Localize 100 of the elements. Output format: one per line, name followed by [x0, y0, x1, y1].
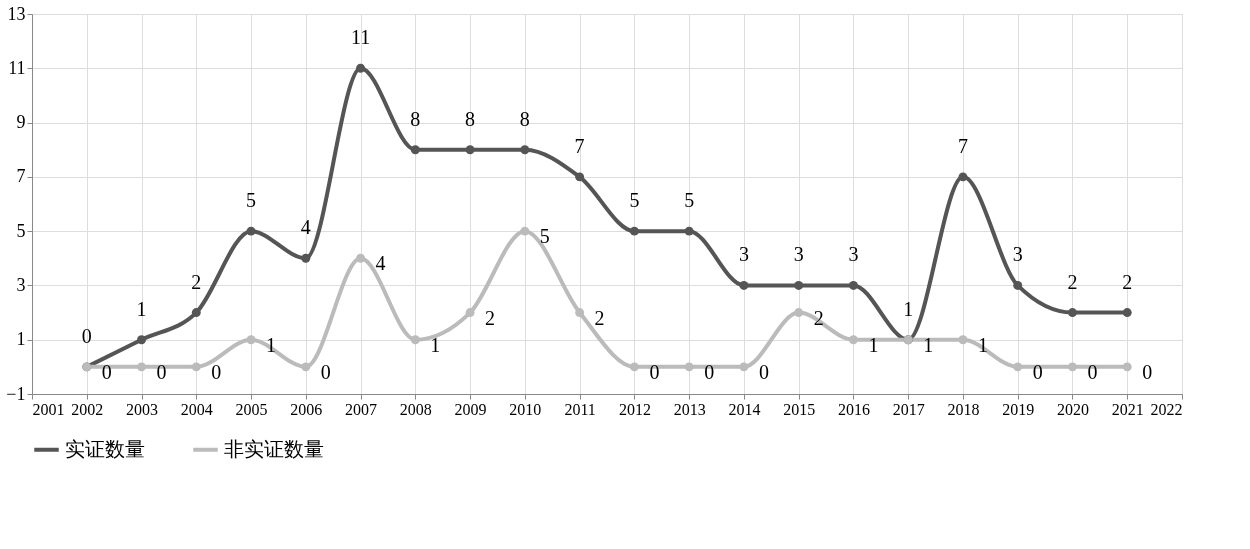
x-tick-label: 2006 [290, 400, 323, 418]
y-tick-label: 9 [16, 112, 26, 133]
y-tick-label: 11 [8, 57, 26, 78]
point [848, 335, 858, 345]
x-tick-label: 2001 [32, 400, 65, 418]
data-label: 3 [738, 243, 749, 266]
data-label: 2 [191, 270, 202, 293]
point [356, 253, 366, 263]
data-label: 1 [923, 333, 934, 356]
point [848, 280, 858, 290]
point [684, 362, 694, 372]
x-tick-label: 2014 [728, 400, 761, 418]
point [191, 308, 201, 318]
x-tick-label: 2011 [564, 400, 596, 418]
point [1122, 362, 1132, 372]
x-tick-label: 2007 [345, 400, 378, 418]
point [465, 308, 475, 318]
point [958, 172, 968, 182]
data-label: 1 [266, 333, 277, 356]
point [575, 308, 585, 318]
data-label: 7 [957, 134, 968, 157]
data-label: 2 [485, 306, 496, 329]
point [246, 226, 256, 236]
point [520, 145, 530, 155]
data-label: 8 [465, 107, 476, 130]
data-label: 0 [211, 360, 222, 383]
y-tick-label: 13 [7, 3, 26, 24]
x-tick-label: 2018 [947, 400, 980, 418]
data-label: 0 [758, 360, 769, 383]
point [739, 362, 749, 372]
data-label: 1 [136, 297, 147, 320]
point [410, 335, 420, 345]
data-label: 1 [430, 333, 441, 356]
x-tick-label: 2021 [1111, 400, 1144, 418]
data-label: 0 [101, 360, 112, 383]
data-label: 0 [1142, 360, 1153, 383]
x-tick-label: 2016 [837, 400, 870, 418]
data-label: 4 [375, 252, 386, 275]
data-label: 1 [977, 333, 988, 356]
point [794, 308, 804, 318]
point [1013, 362, 1023, 372]
point [739, 280, 749, 290]
y-tick-label: 5 [16, 220, 26, 241]
point [410, 145, 420, 155]
x-tick-label: 2010 [509, 400, 542, 418]
y-tick-label: 1 [16, 329, 26, 350]
point [958, 335, 968, 345]
point [1122, 308, 1132, 318]
data-label: 0 [1087, 360, 1098, 383]
data-label: 1 [903, 297, 914, 320]
data-label: 2 [813, 306, 824, 329]
data-label: 5 [684, 189, 695, 212]
data-label: 2 [1122, 270, 1133, 293]
data-label: 2 [594, 306, 605, 329]
x-tick-label: 2015 [783, 400, 816, 418]
x-tick-label: 2012 [618, 400, 651, 418]
point [465, 145, 475, 155]
data-label: 0 [649, 360, 660, 383]
point [356, 63, 366, 73]
point [1068, 308, 1077, 318]
x-tick-label: 2005 [235, 400, 268, 418]
data-label: 8 [519, 107, 530, 130]
point [246, 335, 256, 345]
data-label: 7 [574, 134, 585, 157]
x-tick-label: 2009 [454, 400, 487, 418]
point [575, 172, 585, 182]
data-label: 8 [410, 107, 421, 130]
point [1013, 280, 1023, 290]
legend-label: 实证数量 [65, 437, 145, 460]
data-label: 0 [81, 324, 92, 347]
data-label: 0 [704, 360, 715, 383]
data-label: 2 [1067, 270, 1078, 293]
data-label: 0 [156, 360, 167, 383]
point [1068, 362, 1077, 372]
x-tick-label: 2019 [1002, 400, 1035, 418]
x-tick-label: 2013 [673, 400, 706, 418]
data-label: 1 [868, 333, 879, 356]
point [684, 226, 694, 236]
data-label: 3 [848, 243, 859, 266]
x-tick-label: 2022 [1150, 400, 1183, 418]
point [520, 226, 530, 236]
point [137, 335, 146, 345]
point [191, 362, 201, 372]
data-label: 11 [350, 26, 371, 49]
x-tick-label: 2008 [399, 400, 432, 418]
data-label: 5 [539, 225, 550, 248]
x-tick-label: 2003 [126, 400, 159, 418]
data-label: 5 [629, 189, 640, 212]
y-tick-label: 7 [16, 166, 26, 187]
point [301, 362, 311, 372]
y-tick-label: 3 [16, 274, 26, 295]
legend-label: 非实证数量 [224, 437, 324, 460]
data-label: 0 [320, 360, 331, 383]
x-tick-label: 2002 [71, 400, 104, 418]
x-tick-label: 2004 [180, 400, 213, 418]
point [629, 362, 639, 372]
point [794, 280, 804, 290]
point [137, 362, 146, 372]
y-tick-label: −1 [6, 383, 26, 404]
data-label: 0 [1032, 360, 1043, 383]
